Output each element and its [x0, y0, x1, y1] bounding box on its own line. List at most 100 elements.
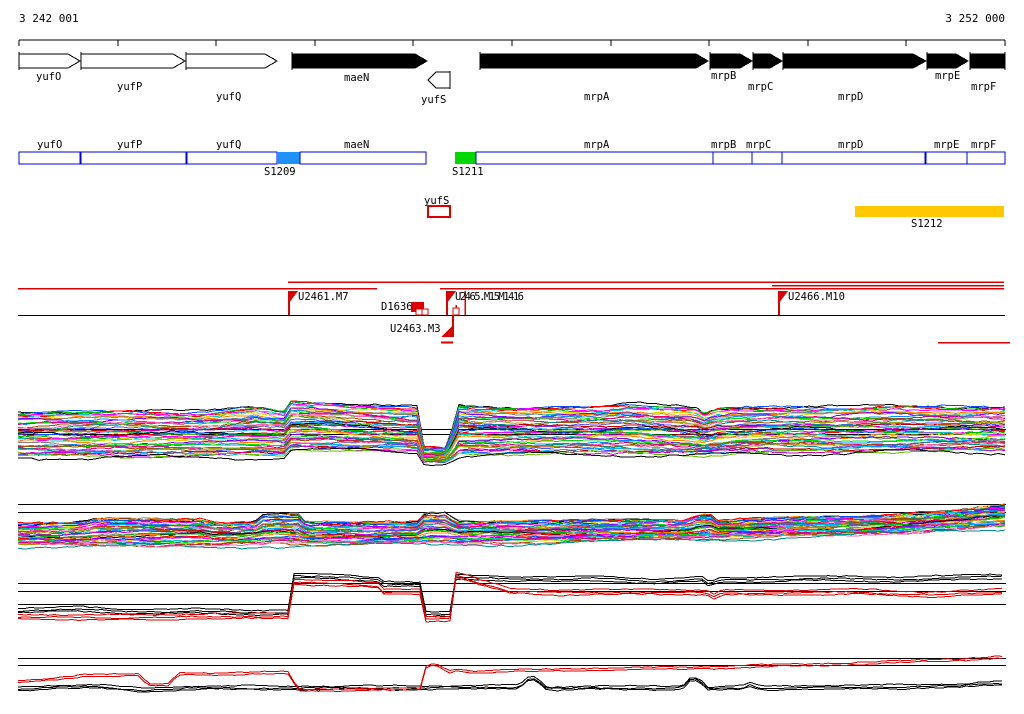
profile-line	[17, 575, 1003, 616]
profile-line	[17, 409, 1006, 450]
profile-line	[17, 515, 1006, 539]
segment-s1212[interactable]	[855, 206, 1004, 217]
marker-flag-icon	[289, 291, 298, 303]
box-label-yufQ: yufQ	[216, 139, 241, 151]
segment-label-s1209: S1209	[264, 166, 296, 178]
panel-profiles-upper[interactable]	[17, 400, 1006, 466]
profile-line	[17, 402, 1006, 451]
marker-cluster[interactable]: U2465.M15M1416	[446, 291, 525, 316]
marker-track: U2461.M7 D1636 U2465.M15M1416 U2463.M3 U…	[18, 281, 1010, 344]
gene-arrow-mrpE[interactable]	[926, 53, 969, 69]
marker-d1636[interactable]: D1636	[381, 301, 429, 316]
gene-arrow-yufP[interactable]	[80, 53, 186, 69]
gene-arrow-mrpA[interactable]	[479, 53, 709, 69]
panel-ratio-upper[interactable]	[17, 571, 1006, 623]
marker-label: U2461.M7	[298, 291, 349, 303]
gene-box-mrpB[interactable]	[712, 151, 753, 165]
marker-flag-icon	[441, 325, 453, 337]
marker-box-icon	[411, 302, 424, 312]
box-label-yufO: yufO	[37, 139, 62, 151]
segment-s1209[interactable]	[277, 152, 300, 164]
marker-label: U2466.M10	[788, 291, 845, 303]
gene-label-yufQ: yufQ	[216, 91, 241, 103]
profile-line	[17, 441, 1006, 461]
gene-box-yufP[interactable]	[80, 151, 187, 165]
profile-line	[17, 571, 1003, 618]
gene-box-yufQ[interactable]	[186, 151, 278, 165]
profile-line	[17, 412, 1006, 455]
marker-square-icon	[421, 308, 429, 316]
box-label-mrpA: mrpA	[584, 139, 610, 151]
profile-line	[17, 406, 1006, 451]
profile-line	[17, 433, 1006, 462]
gene-label-yufS: yufS	[421, 94, 446, 106]
gene-arrow-maeN[interactable]	[291, 53, 428, 69]
panel-profiles-lower[interactable]	[17, 503, 1006, 550]
profile-line	[17, 524, 1006, 548]
gene-label-mrpF: mrpF	[971, 81, 996, 93]
marker-u2461-m7[interactable]: U2461.M7	[288, 291, 349, 315]
gene-arrow-yufQ[interactable]	[185, 53, 278, 69]
gene-arrow-mrpF[interactable]	[969, 53, 1006, 69]
box-label-mrpF: mrpF	[971, 139, 996, 151]
gene-label-mrpA: mrpA	[584, 91, 610, 103]
gene-label-yufP: yufP	[117, 81, 142, 93]
marker-label-overlapping: U2465.M15M1416	[455, 291, 524, 303]
gene-box-maeN[interactable]	[299, 151, 427, 165]
marker-u2466-m10[interactable]: U2466.M10	[778, 291, 845, 315]
gene-label-maeN: maeN	[344, 72, 369, 84]
marker-u2463-m3[interactable]: U2463.M3	[390, 315, 454, 344]
profile-line	[17, 576, 1002, 618]
profile-line	[17, 520, 1006, 543]
gene-arrow-yufS[interactable]	[427, 71, 451, 89]
box-label-mrpC: mrpC	[746, 139, 771, 151]
ruler[interactable]	[18, 39, 1006, 46]
marker-label: U2463.M3	[390, 323, 441, 335]
gene-label-mrpD: mrpD	[838, 91, 863, 103]
marker-label: D1636	[381, 301, 413, 313]
panel-ratio-lower[interactable]	[17, 655, 1006, 693]
profile-line	[17, 447, 1006, 462]
segment-label-s1211: S1211	[452, 166, 484, 178]
segment-s1211[interactable]	[455, 152, 476, 164]
gene-box-mrpD[interactable]	[781, 151, 927, 165]
marker-square-icon	[415, 308, 423, 316]
profile-line	[17, 678, 1003, 692]
box-label-mrpE: mrpE	[934, 139, 959, 151]
profile-line	[17, 657, 1003, 693]
gene-arrow-track: yufO yufP yufQ maeN yufS mrpA mrpB mrpC …	[18, 52, 1006, 106]
gene-box-mrpA[interactable]	[475, 151, 714, 165]
gene-arrow-mrpD[interactable]	[782, 53, 928, 69]
box-label-mrpD: mrpD	[838, 139, 863, 151]
gene-label-mrpE: mrpE	[935, 70, 960, 82]
gene-box-mrpE[interactable]	[925, 151, 968, 165]
profile-line	[17, 413, 1005, 457]
coordinate-end-label: 3 252 000	[945, 12, 1005, 25]
gene-arrow-yufO[interactable]	[18, 53, 81, 69]
feature-box-yufS[interactable]	[427, 205, 451, 218]
box-label-maeN: maeN	[344, 139, 369, 151]
gene-label-mrpC: mrpC	[748, 81, 773, 93]
profile-line	[17, 573, 1003, 620]
profile-line	[17, 676, 1003, 689]
marker-flag-icon	[447, 291, 456, 303]
segment-box-track: yufO yufP yufQ maeN mrpA mrpB mrpC mrpD …	[18, 139, 1006, 178]
gene-arrow-mrpB[interactable]	[709, 53, 753, 69]
gene-label-yufO: yufO	[36, 71, 61, 83]
feature-label-yufS: yufS	[424, 195, 449, 207]
coordinate-start-label: 3 242 001	[19, 12, 79, 25]
gene-box-yufO[interactable]	[18, 151, 81, 165]
box-label-yufP: yufP	[117, 139, 142, 151]
profile-line	[18, 572, 1003, 613]
gene-box-mrpF[interactable]	[966, 151, 1006, 165]
gene-arrow-mrpC[interactable]	[752, 53, 783, 69]
box-label-mrpB: mrpB	[711, 139, 736, 151]
profile-line	[17, 428, 1006, 459]
profile-line	[17, 679, 1003, 693]
profile-line	[17, 529, 1006, 550]
gene-label-mrpB: mrpB	[711, 70, 736, 82]
profile-line	[17, 443, 1006, 463]
gene-box-mrpC[interactable]	[751, 151, 783, 165]
